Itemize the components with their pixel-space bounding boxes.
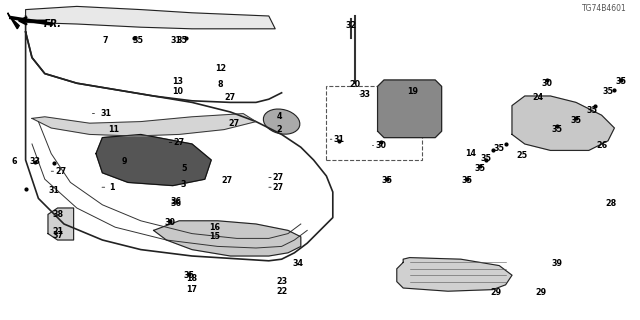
Text: 23: 23 bbox=[276, 277, 287, 286]
Text: 37: 37 bbox=[52, 231, 63, 240]
Text: 35: 35 bbox=[615, 77, 627, 86]
Text: 2: 2 bbox=[276, 125, 282, 134]
Text: 9: 9 bbox=[122, 157, 127, 166]
Text: 32: 32 bbox=[345, 21, 356, 30]
Text: 31: 31 bbox=[100, 109, 111, 118]
Polygon shape bbox=[378, 80, 442, 138]
Text: 35: 35 bbox=[183, 271, 195, 280]
Text: 3: 3 bbox=[181, 180, 186, 188]
Text: 33: 33 bbox=[359, 90, 371, 99]
Text: 27: 27 bbox=[225, 93, 236, 102]
Text: 26: 26 bbox=[596, 141, 607, 150]
Ellipse shape bbox=[263, 109, 300, 134]
Text: 21: 21 bbox=[52, 228, 63, 236]
Text: 35: 35 bbox=[586, 106, 598, 115]
Bar bbox=[326, 86, 422, 160]
Polygon shape bbox=[48, 208, 74, 240]
Text: 31: 31 bbox=[170, 36, 182, 44]
Text: 27: 27 bbox=[273, 183, 284, 192]
Text: 36: 36 bbox=[170, 199, 182, 208]
Text: 10: 10 bbox=[172, 87, 184, 96]
Text: 29: 29 bbox=[535, 288, 547, 297]
Text: 28: 28 bbox=[605, 199, 617, 208]
Text: 14: 14 bbox=[465, 149, 476, 158]
Polygon shape bbox=[397, 258, 512, 291]
Polygon shape bbox=[32, 114, 256, 136]
Text: 29: 29 bbox=[490, 288, 502, 297]
Polygon shape bbox=[26, 6, 275, 29]
Text: 38: 38 bbox=[52, 210, 63, 219]
Text: 35: 35 bbox=[570, 116, 582, 124]
Text: 35: 35 bbox=[132, 36, 143, 44]
Text: 15: 15 bbox=[209, 232, 220, 241]
Text: 35: 35 bbox=[381, 176, 393, 185]
Text: 6: 6 bbox=[12, 157, 17, 166]
Text: 27: 27 bbox=[55, 167, 67, 176]
Text: 31: 31 bbox=[333, 135, 345, 144]
Text: 35: 35 bbox=[551, 125, 563, 134]
Text: 33: 33 bbox=[29, 157, 41, 166]
Text: 35: 35 bbox=[602, 87, 614, 96]
Text: 17: 17 bbox=[186, 285, 198, 294]
Text: 5: 5 bbox=[181, 164, 186, 172]
Text: 35: 35 bbox=[474, 164, 486, 172]
Text: 27: 27 bbox=[273, 173, 284, 182]
Text: 27: 27 bbox=[228, 119, 239, 128]
Text: 27: 27 bbox=[173, 138, 185, 147]
Text: 11: 11 bbox=[108, 125, 120, 134]
Text: 35: 35 bbox=[461, 176, 473, 185]
Text: 30: 30 bbox=[375, 141, 387, 150]
Text: 20: 20 bbox=[349, 80, 361, 89]
Text: 35: 35 bbox=[481, 154, 492, 163]
Text: 22: 22 bbox=[276, 287, 287, 296]
Text: 35: 35 bbox=[177, 36, 188, 44]
Text: 18: 18 bbox=[186, 274, 198, 283]
Text: 25: 25 bbox=[516, 151, 527, 160]
Text: 12: 12 bbox=[215, 64, 227, 73]
Text: 27: 27 bbox=[221, 176, 233, 185]
Polygon shape bbox=[512, 96, 614, 150]
Polygon shape bbox=[154, 221, 301, 256]
Text: 36: 36 bbox=[170, 197, 182, 206]
Text: 19: 19 bbox=[407, 87, 419, 96]
Text: 13: 13 bbox=[172, 77, 184, 86]
Text: 16: 16 bbox=[209, 223, 220, 232]
Text: 4: 4 bbox=[276, 112, 282, 121]
Text: 35: 35 bbox=[493, 144, 505, 153]
Text: TG74B4601: TG74B4601 bbox=[582, 4, 627, 12]
Text: 30: 30 bbox=[164, 218, 175, 227]
Text: 39: 39 bbox=[551, 260, 563, 268]
Text: 8: 8 bbox=[218, 80, 223, 89]
Text: FR.: FR. bbox=[44, 19, 61, 29]
Text: 7: 7 bbox=[103, 36, 108, 44]
Text: 1: 1 bbox=[109, 183, 115, 192]
Polygon shape bbox=[8, 13, 19, 29]
Text: 31: 31 bbox=[49, 186, 60, 195]
Text: 34: 34 bbox=[292, 259, 303, 268]
Text: 30: 30 bbox=[541, 79, 553, 88]
Polygon shape bbox=[96, 134, 211, 186]
Text: 24: 24 bbox=[532, 93, 543, 102]
